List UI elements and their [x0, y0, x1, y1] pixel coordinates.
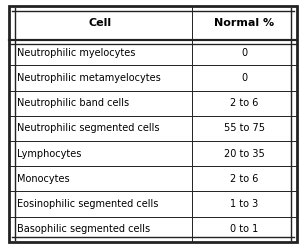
Text: Neutrophilic segmented cells: Neutrophilic segmented cells [17, 124, 159, 133]
Bar [9, 40, 297, 242]
Text: Cell: Cell [89, 18, 112, 28]
Text: 2 to 6: 2 to 6 [230, 98, 259, 108]
Text: Neutrophilic myelocytes: Neutrophilic myelocytes [17, 48, 135, 58]
Text: 2 to 6: 2 to 6 [230, 174, 259, 184]
Text: 0: 0 [241, 48, 247, 58]
Text: 1 to 3: 1 to 3 [230, 199, 259, 209]
Text: 0 to 1: 0 to 1 [230, 224, 259, 234]
Text: Monocytes: Monocytes [17, 174, 69, 184]
Text: 20 to 35: 20 to 35 [224, 149, 265, 159]
Text: Eosinophilic segmented cells: Eosinophilic segmented cells [17, 199, 158, 209]
Text: Normal %: Normal % [214, 18, 274, 28]
Bar [9, 6, 297, 40]
Text: Lymphocytes: Lymphocytes [17, 149, 81, 159]
Text: Neutrophilic band cells: Neutrophilic band cells [17, 98, 129, 108]
Text: 0: 0 [241, 73, 247, 83]
Text: Neutrophilic metamyelocytes: Neutrophilic metamyelocytes [17, 73, 161, 83]
Text: 55 to 75: 55 to 75 [224, 124, 265, 133]
Text: Basophilic segmented cells: Basophilic segmented cells [17, 224, 150, 234]
